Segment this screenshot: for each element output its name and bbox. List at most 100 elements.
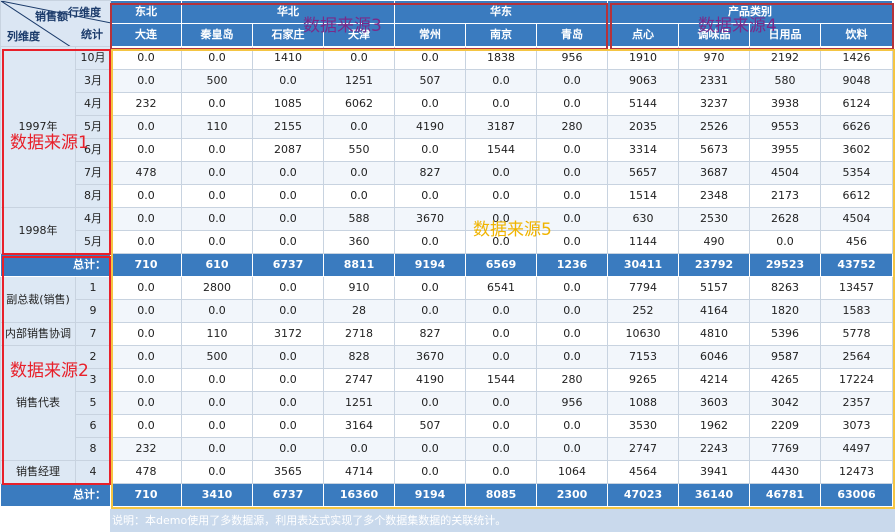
data-cell: 1251: [323, 69, 395, 93]
data-cell: 5144: [607, 92, 679, 116]
total-cell: 8085: [465, 483, 537, 507]
total-cell: 29523: [749, 253, 821, 277]
data-cell: 970: [678, 46, 750, 70]
data-cell: 0.0: [465, 207, 537, 231]
total-cell: 36140: [678, 483, 750, 507]
data-cell: 0.0: [252, 368, 324, 392]
row-group-title: 副总裁(销售): [0, 276, 76, 323]
data-cell: 0.0: [465, 92, 537, 116]
data-cell: 0.0: [252, 345, 324, 369]
data-cell: 0.0: [181, 46, 253, 70]
data-cell: 1426: [820, 46, 893, 70]
data-cell: 3938: [749, 92, 821, 116]
data-cell: 8263: [749, 276, 821, 300]
data-cell: 0.0: [181, 92, 253, 116]
data-cell: 630: [607, 207, 679, 231]
data-cell: 0.0: [181, 437, 253, 461]
row-label-id: 8: [75, 437, 111, 461]
data-cell: 1088: [607, 391, 679, 415]
data-cell: 0.0: [465, 460, 537, 484]
data-cell: 3565: [252, 460, 324, 484]
data-cell: 5778: [820, 322, 893, 346]
column-header: 青岛: [536, 23, 608, 47]
data-cell: 110: [181, 115, 253, 139]
data-cell: 4504: [749, 161, 821, 185]
data-cell: 2331: [678, 69, 750, 93]
data-cell: 0.0: [465, 437, 537, 461]
data-cell: 0.0: [536, 138, 608, 162]
data-cell: 0.0: [252, 207, 324, 231]
data-cell: 17224: [820, 368, 893, 392]
corner-header: 行维度 销售额 统计 列维度: [0, 0, 111, 47]
data-cell: 252: [607, 299, 679, 323]
total-cell: 63006: [820, 483, 893, 507]
total-cell: 2300: [536, 483, 608, 507]
data-cell: 4810: [678, 322, 750, 346]
data-cell: 827: [394, 161, 466, 185]
data-cell: 0.0: [181, 460, 253, 484]
data-cell: 0.0: [181, 299, 253, 323]
data-cell: 0.0: [536, 437, 608, 461]
data-cell: 3603: [678, 391, 750, 415]
data-cell: 0.0: [536, 184, 608, 208]
row-group-year: 1998年: [0, 207, 76, 254]
data-cell: 0.0: [181, 414, 253, 438]
data-cell: 2628: [749, 207, 821, 231]
data-cell: 550: [323, 138, 395, 162]
total-label: 总计：: [0, 483, 111, 507]
column-header: 常州: [394, 23, 466, 47]
data-cell: 0.0: [394, 46, 466, 70]
data-cell: 0.0: [536, 207, 608, 231]
data-cell: 3042: [749, 391, 821, 415]
data-cell: 0.0: [465, 299, 537, 323]
column-header: 日用品: [749, 23, 821, 47]
data-cell: 956: [536, 391, 608, 415]
data-cell: 7153: [607, 345, 679, 369]
data-cell: 0.0: [110, 368, 182, 392]
data-cell: 0.0: [252, 184, 324, 208]
row-label-id: 5: [75, 391, 111, 415]
data-cell: 1514: [607, 184, 679, 208]
data-cell: 280: [536, 115, 608, 139]
total-cell: 46781: [749, 483, 821, 507]
data-cell: 3530: [607, 414, 679, 438]
data-cell: 0.0: [323, 115, 395, 139]
data-cell: 0.0: [181, 184, 253, 208]
data-cell: 0.0: [394, 391, 466, 415]
data-cell: 1085: [252, 92, 324, 116]
data-cell: 4714: [323, 460, 395, 484]
data-cell: 13457: [820, 276, 893, 300]
total-cell: 23792: [678, 253, 750, 277]
data-cell: 0.0: [536, 414, 608, 438]
data-cell: 0.0: [252, 276, 324, 300]
data-cell: 6062: [323, 92, 395, 116]
data-cell: 0.0: [181, 391, 253, 415]
row-label-id: 1: [75, 276, 111, 300]
data-cell: 6541: [465, 276, 537, 300]
row-group-title: 销售经理: [0, 460, 76, 484]
total-cell: 710: [110, 483, 182, 507]
data-cell: 456: [820, 230, 893, 254]
data-cell: 1410: [252, 46, 324, 70]
data-cell: 0.0: [465, 322, 537, 346]
footnote: 说明：本demo使用了多数据源，利用表达式实现了多个数据集数据的关联统计。: [110, 509, 895, 532]
row-label-month: 10月: [75, 46, 111, 70]
row-label-month: 5月: [75, 115, 111, 139]
data-cell: 5673: [678, 138, 750, 162]
row-label-month: 8月: [75, 184, 111, 208]
data-cell: 2155: [252, 115, 324, 139]
data-cell: 0.0: [465, 345, 537, 369]
data-cell: 0.0: [465, 391, 537, 415]
data-cell: 2800: [181, 276, 253, 300]
data-cell: 0.0: [749, 230, 821, 254]
data-cell: 0.0: [110, 299, 182, 323]
corner-stats: 统计: [81, 28, 103, 41]
row-label-id: 6: [75, 414, 111, 438]
column-header: 大连: [110, 23, 182, 47]
data-cell: 3237: [678, 92, 750, 116]
data-cell: 9063: [607, 69, 679, 93]
data-cell: 1544: [465, 138, 537, 162]
column-group-header: 华北: [181, 0, 395, 24]
total-cell: 9194: [394, 253, 466, 277]
corner-row-dim: 行维度: [68, 6, 101, 19]
